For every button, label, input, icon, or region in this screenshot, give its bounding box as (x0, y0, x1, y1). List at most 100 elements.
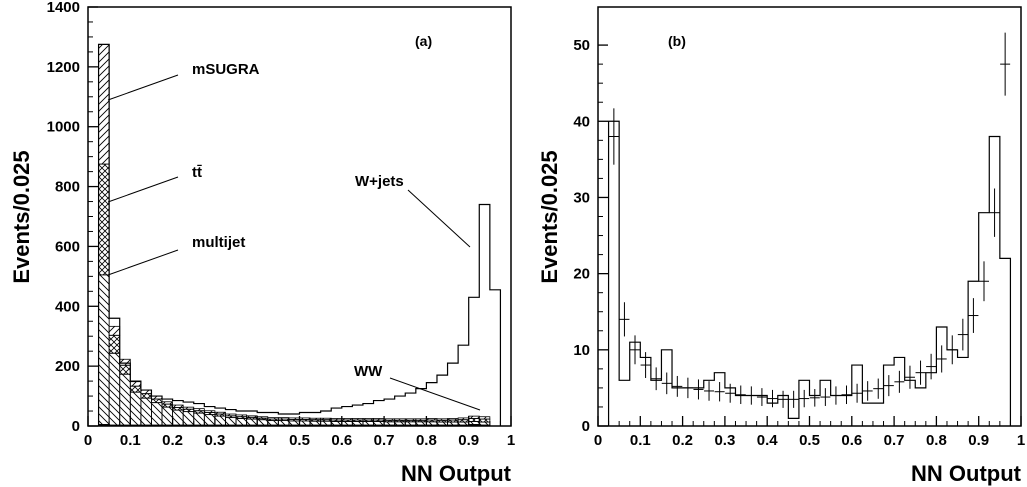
bar-msugra (267, 417, 279, 420)
expected-point (756, 388, 767, 406)
bar-msugra (214, 411, 226, 415)
series-wjets-line (97, 43, 502, 426)
bar-multijet (277, 420, 290, 426)
bar-msugra (320, 417, 332, 421)
expected-point (1000, 32, 1011, 96)
bar-multijet (362, 421, 374, 426)
bar-multijet (214, 415, 226, 426)
expected-point (873, 378, 884, 399)
x-tick-label: 0 (594, 432, 602, 449)
expected-point (841, 385, 852, 405)
expected-point (852, 383, 863, 403)
y-tick-label: 40 (573, 113, 590, 130)
bar-multijet (436, 421, 448, 426)
bar-msugra (404, 418, 417, 421)
bar-ttbar (119, 364, 131, 375)
panel-b-ylabel: Events/0.025 (537, 150, 562, 283)
expected-point (619, 302, 630, 337)
bar-msugra (98, 44, 110, 165)
x-tick-label: 0.2 (162, 432, 183, 449)
bar-msugra (362, 418, 374, 421)
annotation-multijet: multijet (107, 234, 245, 276)
bar-multijet (225, 417, 237, 426)
y-tick-label: 1000 (47, 119, 80, 136)
bar-msugra (193, 408, 205, 412)
bar-multijet (161, 406, 173, 426)
bar-multijet (404, 421, 417, 426)
bar-msugra (161, 401, 173, 405)
y-tick-label: 600 (55, 238, 80, 255)
annotation-wjets-leader (407, 189, 471, 248)
bar-msugra (299, 417, 311, 420)
x-tick-label: 1 (1017, 432, 1025, 449)
bar-msugra (182, 406, 195, 410)
bar-multijet (320, 420, 332, 426)
x-tick-label: 0.5 (799, 432, 820, 449)
annotation-msugra-leader (107, 74, 179, 101)
bar-msugra (172, 404, 184, 408)
bar-ttbar (478, 418, 491, 423)
x-tick-label: 0.3 (714, 432, 735, 449)
annotation-ww-leader (389, 377, 481, 411)
annotation-multijet-leader (107, 249, 179, 276)
x-tick-label: 0.4 (757, 432, 779, 449)
y-tick-label: 0 (72, 418, 80, 435)
expected-point (682, 377, 693, 399)
bar-msugra (341, 418, 353, 421)
bar-ttbar (468, 418, 480, 422)
annotation-wjets: W+jets (355, 173, 471, 248)
bar-msugra (425, 418, 438, 421)
bar-multijet (447, 421, 459, 426)
expected-point (978, 261, 989, 302)
x-tick-label: 0.9 (458, 432, 479, 449)
bar-ttbar (151, 398, 163, 404)
x-tick-label: 0.1 (120, 432, 141, 449)
expected-point (936, 345, 947, 373)
bar-msugra (129, 381, 142, 387)
bar-multijet (330, 421, 343, 426)
y-tick-label: 50 (573, 37, 590, 54)
y-tick-label: 0 (582, 418, 590, 435)
expected-point (725, 383, 736, 403)
bar-msugra (203, 410, 216, 413)
y-tick-label: 10 (573, 342, 590, 359)
annotation-ttbar: tt̄ (107, 164, 202, 203)
bar-msugra (478, 416, 491, 420)
y-tick-label: 400 (55, 298, 80, 315)
panel-b-marks (607, 32, 1012, 426)
bar-multijet (182, 411, 195, 426)
x-tick-label: 0.8 (926, 432, 947, 449)
expected-point (894, 370, 905, 393)
panel-b: 0 0.1 0.2 0.3 0.4 0.5 0.6 0.7 0.8 0.9 101020304050… (537, 6, 1025, 486)
x-tick-label: 0.4 (247, 432, 269, 449)
x-tick-label: 0 (84, 432, 92, 449)
annotation-msugra: mSUGRA (107, 61, 260, 101)
bar-multijet (288, 420, 300, 426)
bar-multijet (140, 397, 152, 426)
bar-msugra (447, 418, 459, 421)
bar-multijet (98, 274, 110, 425)
bar-msugra (394, 418, 406, 421)
bar-multijet (373, 421, 385, 426)
bar-multijet (457, 421, 470, 426)
bar-msugra (373, 418, 385, 421)
bar-msugra (351, 418, 364, 421)
x-tick-label: 0.3 (204, 432, 225, 449)
panel-a-label: (a) (415, 33, 432, 49)
panel-a-ticks: 0 0.1 0.2 0.3 0.4 0.5 0.6 0.7 0.8 0.9 1 0 200 400 600 8… (47, 0, 516, 449)
bar-multijet (341, 421, 353, 426)
bar-ttbar (98, 163, 110, 276)
expected-point (608, 108, 619, 165)
y-tick-label: 20 (573, 266, 590, 283)
bar-msugra (383, 418, 396, 421)
annotation-msugra-text: mSUGRA (192, 61, 260, 78)
series-data-line (607, 120, 1012, 426)
x-tick-label: 0.1 (630, 432, 651, 449)
bar-multijet (203, 414, 216, 426)
x-tick-label: 0.6 (331, 432, 352, 449)
expected-point (767, 389, 778, 408)
expected-point (989, 188, 1000, 237)
bar-multijet (415, 421, 427, 426)
expected-point (968, 298, 979, 333)
